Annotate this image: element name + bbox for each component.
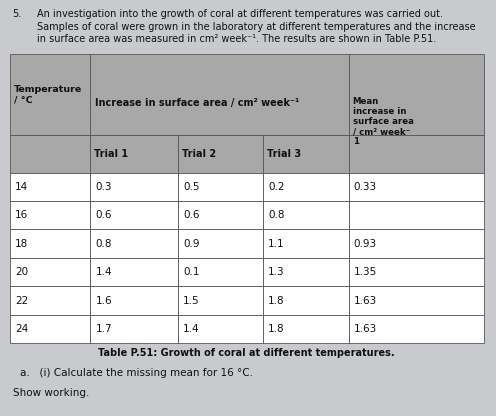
Bar (263, 286, 349, 315)
Bar (10, 258, 90, 286)
Bar (178, 315, 263, 343)
Bar (349, 173, 484, 201)
Bar (263, 135, 349, 173)
Text: 20: 20 (15, 267, 28, 277)
Bar (263, 258, 349, 286)
Bar (90, 230, 178, 258)
Text: 22: 22 (15, 295, 28, 306)
Text: Increase in surface area / cm² week⁻¹: Increase in surface area / cm² week⁻¹ (95, 98, 300, 108)
Bar (178, 135, 263, 173)
Text: 1.3: 1.3 (268, 267, 285, 277)
Bar (178, 201, 263, 230)
Text: 0.2: 0.2 (268, 182, 285, 192)
Bar (10, 54, 90, 135)
Text: 1.8: 1.8 (268, 295, 285, 306)
Bar (263, 315, 349, 343)
Bar (263, 173, 349, 201)
Text: 0.1: 0.1 (183, 267, 199, 277)
Bar (349, 230, 484, 258)
Bar (178, 173, 263, 201)
Text: 14: 14 (15, 182, 28, 192)
Text: 0.8: 0.8 (95, 239, 112, 249)
Text: An investigation into the growth of coral at different temperatures was carried : An investigation into the growth of cora… (37, 9, 443, 19)
Text: Samples of coral were grown in the laboratory at different temperatures and the : Samples of coral were grown in the labor… (37, 22, 476, 32)
Text: 1.63: 1.63 (354, 295, 377, 306)
Bar (90, 258, 178, 286)
Bar (10, 230, 90, 258)
Bar (90, 135, 178, 173)
Text: 18: 18 (15, 239, 28, 249)
Bar (178, 258, 263, 286)
Text: 24: 24 (15, 324, 28, 334)
Bar (349, 315, 484, 343)
Bar (10, 286, 90, 315)
Bar (10, 315, 90, 343)
Text: 1.7: 1.7 (95, 324, 112, 334)
Bar (263, 201, 349, 230)
Text: 1.63: 1.63 (354, 324, 377, 334)
Bar (10, 201, 90, 230)
Bar (90, 286, 178, 315)
Text: 0.3: 0.3 (95, 182, 112, 192)
Bar (90, 315, 178, 343)
Text: Temperature
/ °C: Temperature / °C (14, 85, 82, 104)
Text: a.   (i) Calculate the missing mean for 16 °C.: a. (i) Calculate the missing mean for 16… (20, 368, 253, 378)
Bar (90, 54, 349, 135)
Text: Mean
increase in
surface area
/ cm² week⁻
1: Mean increase in surface area / cm² week… (353, 97, 414, 146)
Text: 0.9: 0.9 (183, 239, 199, 249)
Text: 1.4: 1.4 (95, 267, 112, 277)
Bar (263, 230, 349, 258)
Bar (10, 135, 90, 173)
Text: 0.33: 0.33 (354, 182, 376, 192)
Bar (349, 201, 484, 230)
Text: 0.5: 0.5 (183, 182, 199, 192)
Bar (178, 230, 263, 258)
Text: Trial 2: Trial 2 (182, 149, 216, 159)
Bar (90, 201, 178, 230)
Text: Trial 3: Trial 3 (267, 149, 302, 159)
Text: 16: 16 (15, 210, 28, 220)
Text: Show working.: Show working. (13, 388, 90, 398)
Text: in surface area was measured in cm² week⁻¹. The results are shown in Table P.51.: in surface area was measured in cm² week… (37, 34, 436, 44)
Bar (178, 286, 263, 315)
Text: 5.: 5. (12, 9, 22, 19)
Bar (349, 286, 484, 315)
Text: 0.8: 0.8 (268, 210, 285, 220)
Text: 1.35: 1.35 (354, 267, 377, 277)
Text: Table P.51: Growth of coral at different temperatures.: Table P.51: Growth of coral at different… (98, 348, 395, 358)
Bar (10, 173, 90, 201)
Text: 1.4: 1.4 (183, 324, 200, 334)
Bar (90, 173, 178, 201)
Bar (349, 135, 484, 173)
Text: 1.1: 1.1 (268, 239, 285, 249)
Text: 1.8: 1.8 (268, 324, 285, 334)
Text: 1.5: 1.5 (183, 295, 200, 306)
Bar (349, 258, 484, 286)
Bar (349, 54, 484, 135)
Text: 0.6: 0.6 (183, 210, 199, 220)
Text: 1.6: 1.6 (95, 295, 112, 306)
Text: 0.93: 0.93 (354, 239, 376, 249)
Text: Trial 1: Trial 1 (94, 149, 128, 159)
Text: 0.6: 0.6 (95, 210, 112, 220)
